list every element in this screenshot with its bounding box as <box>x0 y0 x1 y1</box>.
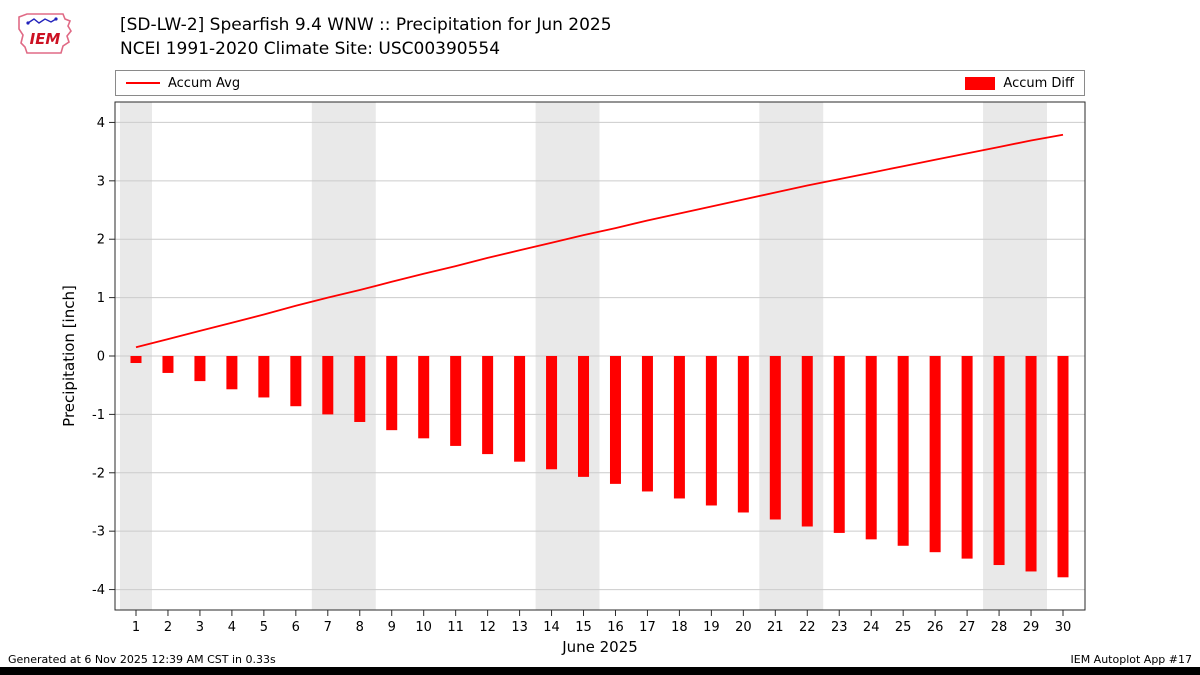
x-tick-label: 26 <box>927 620 944 635</box>
x-tick-label: 11 <box>447 620 464 635</box>
x-tick-label: 5 <box>260 620 268 635</box>
y-tick-label: 2 <box>97 233 105 248</box>
chart-legend: Accum Avg Accum Diff <box>115 70 1085 96</box>
accum-diff-bar <box>769 356 781 520</box>
accum-diff-bar <box>929 356 941 553</box>
accum-avg-line-swatch <box>126 82 160 84</box>
x-tick-label: 2 <box>164 620 172 635</box>
x-tick-label: 18 <box>671 620 688 635</box>
x-tick-label: 30 <box>1055 620 1072 635</box>
x-tick-label: 6 <box>292 620 300 635</box>
x-tick-label: 23 <box>831 620 848 635</box>
accum-diff-bar <box>1025 356 1037 572</box>
chart-title: [SD-LW-2] Spearfish 9.4 WNW :: Precipita… <box>120 15 612 35</box>
x-tick-label: 15 <box>575 620 592 635</box>
accum-diff-bar <box>450 356 462 446</box>
x-tick-label: 13 <box>511 620 528 635</box>
y-tick-label: 4 <box>97 116 105 131</box>
y-tick-label: -4 <box>92 583 105 598</box>
x-tick-label: 1 <box>132 620 140 635</box>
x-tick-label: 19 <box>703 620 720 635</box>
x-tick-label: 4 <box>228 620 236 635</box>
accum-diff-bar <box>290 356 302 407</box>
x-tick-label: 22 <box>799 620 816 635</box>
y-tick-label: -3 <box>92 525 105 540</box>
accum-diff-bar <box>546 356 558 470</box>
logo-dot <box>26 21 30 25</box>
iem-logo: IEM <box>18 13 72 54</box>
x-tick-label: 28 <box>991 620 1008 635</box>
x-tick-label: 16 <box>607 620 624 635</box>
y-tick-label: -1 <box>92 408 105 423</box>
x-tick-label: 8 <box>356 620 364 635</box>
bottom-bar <box>0 667 1200 675</box>
accum-diff-bar <box>578 356 590 477</box>
legend-item-accum-diff: Accum Diff <box>965 76 1074 91</box>
y-tick-label: 1 <box>97 291 105 306</box>
legend-label-accum-diff: Accum Diff <box>1003 75 1074 91</box>
chart-subtitle: NCEI 1991-2020 Climate Site: USC00390554 <box>120 39 501 59</box>
x-tick-label: 29 <box>1023 620 1040 635</box>
accum-diff-bar <box>162 356 174 373</box>
x-tick-label: 27 <box>959 620 976 635</box>
generated-timestamp: Generated at 6 Nov 2025 12:39 AM CST in … <box>8 653 276 666</box>
y-axis-label: Precipitation [inch] <box>60 285 78 427</box>
iowa-outline <box>18 13 72 54</box>
accum-diff-bar <box>993 356 1005 566</box>
accum-diff-bar <box>482 356 494 455</box>
accum-diff-bar <box>641 356 653 492</box>
accum-diff-bar <box>130 356 142 364</box>
logo-dot <box>54 17 58 21</box>
accum-diff-bar <box>609 356 621 484</box>
accum-diff-bar <box>801 356 813 527</box>
x-tick-label: 9 <box>388 620 396 635</box>
x-tick-label: 21 <box>767 620 784 635</box>
x-tick-label: 24 <box>863 620 880 635</box>
x-tick-label: 12 <box>479 620 496 635</box>
x-tick-label: 3 <box>196 620 204 635</box>
x-tick-label: 20 <box>735 620 752 635</box>
x-tick-label: 14 <box>543 620 560 635</box>
y-tick-label: -2 <box>92 466 105 481</box>
logo-text: IEM <box>30 30 61 48</box>
y-tick-label: 0 <box>97 350 105 365</box>
accum-diff-bar <box>322 356 334 415</box>
accum-diff-bar <box>258 356 270 398</box>
legend-label-accum-avg: Accum Avg <box>168 75 241 91</box>
x-tick-label: 25 <box>895 620 912 635</box>
accum-diff-bar <box>354 356 366 422</box>
accum-diff-bar <box>514 356 526 462</box>
x-tick-label: 10 <box>415 620 432 635</box>
accum-diff-bar <box>194 356 206 382</box>
accum-diff-bar <box>705 356 717 506</box>
accum-diff-bar <box>737 356 749 513</box>
legend-item-accum-avg: Accum Avg <box>126 76 240 91</box>
accum-diff-bar <box>226 356 238 390</box>
accum-diff-bar <box>833 356 845 533</box>
accum-diff-bar <box>897 356 909 546</box>
x-tick-label: 7 <box>324 620 332 635</box>
logo-squiggle <box>27 18 57 24</box>
accum-diff-bar <box>673 356 685 499</box>
accum-diff-bar-swatch <box>965 76 996 90</box>
accum-diff-bar <box>1057 356 1069 578</box>
accum-diff-bar <box>865 356 877 540</box>
accum-diff-bar <box>418 356 430 439</box>
y-tick-label: 3 <box>97 174 105 189</box>
x-axis-label: June 2025 <box>561 638 638 656</box>
x-tick-label: 17 <box>639 620 656 635</box>
accum-diff-bar <box>386 356 398 431</box>
accum-diff-bar <box>961 356 973 559</box>
chart-titles: [SD-LW-2] Spearfish 9.4 WNW :: Precipita… <box>120 13 612 61</box>
app-credit: IEM Autoplot App #17 <box>1070 653 1193 666</box>
accum-avg-line <box>135 133 1064 349</box>
